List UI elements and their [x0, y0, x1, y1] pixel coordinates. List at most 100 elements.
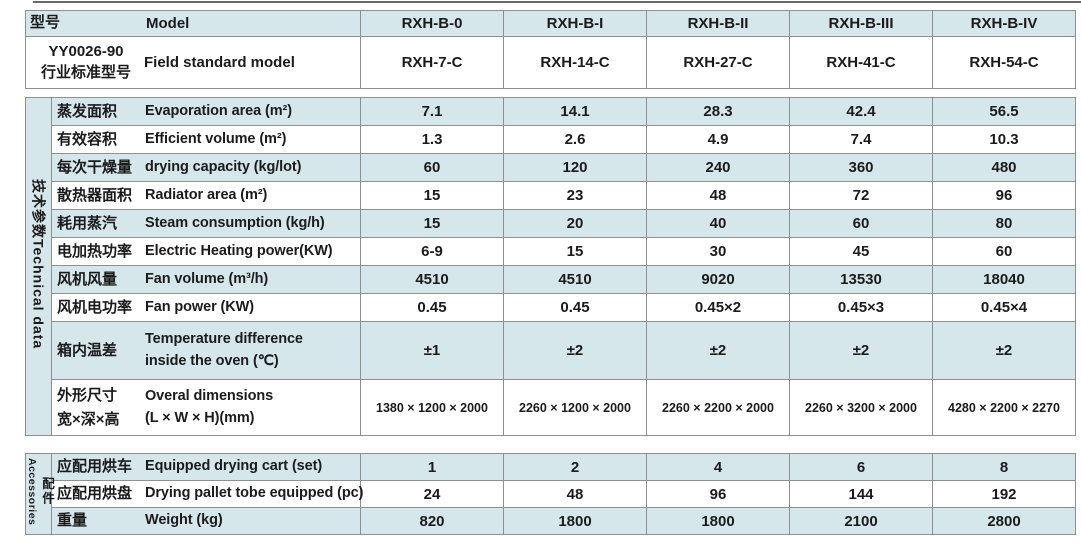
row-label-cn: 散热器面积 [57, 186, 133, 204]
row-label-cn: 重量 [57, 512, 88, 530]
value-cell: 15 [503, 237, 647, 266]
value-cell: 0.45×3 [789, 293, 933, 322]
value-cell: 60 [789, 209, 933, 238]
row-label-en: Equipped drying cart (set) [145, 458, 323, 475]
value-cell: 13530 [789, 265, 933, 294]
value-cell: 60 [360, 153, 504, 182]
row-label-en: Drying pallet tobe equipped (pc) [145, 485, 364, 502]
value-cell: 240 [646, 153, 790, 182]
value-cell: 480 [932, 153, 1076, 182]
value-cell: 24 [360, 480, 504, 508]
value-cell: 40 [646, 209, 790, 238]
value-cell: 9020 [646, 265, 790, 294]
value-cell: 2.6 [503, 125, 647, 154]
accessories-group-label-en: Accessories [26, 457, 38, 526]
row-label-en: Fan volume (m³/h) [145, 270, 269, 287]
table-row: 外形尺寸 宽×深×高 Overal dimensions (L × W × H)… [25, 379, 1076, 436]
row-label-cn: 应配用烘车 [57, 458, 133, 476]
value-cell: 28.3 [646, 97, 790, 126]
row-label-en: Overal dimensions (L × W × H)(mm) [145, 387, 274, 426]
value-cell: 56.5 [932, 97, 1076, 126]
value-cell: 6 [789, 453, 933, 481]
model-row-label-cell: 型号 Model [25, 10, 361, 37]
row-label-cn: 外形尺寸 宽×深×高 [57, 387, 120, 428]
standard-row-label-cell: YY0026-90 行业标准型号 Field standard model [25, 36, 361, 89]
row-label-en: Electric Heating power(KW) [145, 242, 333, 259]
table-row: 风机风量 Fan volume (m³/h) 4510 4510 9020 13… [25, 265, 1076, 294]
row-label-en: Evaporation area (m²) [145, 102, 292, 119]
row-label-cn: 风机电功率 [57, 298, 133, 316]
value-cell: 0.45×4 [932, 293, 1076, 322]
table-row: 散热器面积 Radiator area (m²) 15 23 48 72 96 [25, 181, 1076, 210]
table-row: 有效容积 Efficient volume (m²) 1.3 2.6 4.9 7… [25, 125, 1076, 154]
value-cell: 7.4 [789, 125, 933, 154]
value-cell: 192 [932, 480, 1076, 508]
table-row: 每次干燥量 drying capacity (kg/lot) 60 120 24… [25, 153, 1076, 182]
row-label-cn: 耗用蒸汽 [57, 214, 118, 232]
value-cell: 2100 [789, 507, 933, 535]
value-cell: 4.9 [646, 125, 790, 154]
standard-label-cn: YY0026-90 行业标准型号 [40, 43, 131, 81]
value-cell: 1.3 [360, 125, 504, 154]
accessories-group-strip: Accessories 配件 [25, 453, 54, 535]
model-label-en: Model [146, 15, 190, 32]
row-label-en: Fan power (KW) [145, 298, 254, 315]
row-label-cell: 风机电功率 Fan power (KW) [51, 293, 361, 322]
model-value: RXH-B-IV [932, 10, 1076, 37]
value-cell: 15 [360, 181, 504, 210]
value-cell: 48 [503, 480, 647, 508]
row-label-cell: 每次干燥量 drying capacity (kg/lot) [51, 153, 361, 182]
value-cell: 1800 [646, 507, 790, 535]
value-cell: 30 [646, 237, 790, 266]
model-value: RXH-B-I [503, 10, 647, 37]
value-cell: 7.1 [360, 97, 504, 126]
value-cell: ±2 [789, 321, 933, 380]
value-cell: 60 [932, 237, 1076, 266]
row-label-cell: 应配用烘盘 Drying pallet tobe equipped (pc) [51, 480, 364, 508]
value-cell: 2260 × 2200 × 2000 [646, 379, 790, 436]
value-cell: 15 [360, 209, 504, 238]
technical-data-table: 技术参数Technical data 蒸发面积 Evaporation area… [25, 97, 1076, 436]
table-row: 风机电功率 Fan power (KW) 0.45 0.45 0.45×2 0.… [25, 293, 1076, 322]
model-header-table: 型号 Model RXH-B-0 RXH-B-I RXH-B-II RXH-B-… [25, 10, 1076, 89]
value-cell: 23 [503, 181, 647, 210]
row-label-cn: 风机风量 [57, 270, 118, 288]
standard-model-value: RXH-14-C [503, 36, 647, 89]
value-cell: 14.1 [503, 97, 647, 126]
value-cell: 2260 × 3200 × 2000 [789, 379, 933, 436]
field-standard-row: YY0026-90 行业标准型号 Field standard model RX… [25, 36, 1076, 89]
standard-model-value: RXH-41-C [789, 36, 933, 89]
table-row: 应配用烘盘 Drying pallet tobe equipped (pc) 2… [25, 480, 1076, 508]
row-label-cell: 电加热功率 Electric Heating power(KW) [51, 237, 361, 266]
technical-group-label: 技术参数Technical data [29, 179, 49, 349]
table-row: Accessories 配件 应配用烘车 Equipped drying car… [25, 453, 1076, 535]
value-cell: 4280 × 2200 × 2270 [932, 379, 1076, 436]
row-label-cell: 耗用蒸汽 Steam consumption (kg/h) [51, 209, 361, 238]
value-cell: 0.45×2 [646, 293, 790, 322]
row-label-cell: 风机风量 Fan volume (m³/h) [51, 265, 361, 294]
row-label-cn: 电加热功率 [57, 242, 133, 260]
row-label-cell: 散热器面积 Radiator area (m²) [51, 181, 361, 210]
row-label-cell: 外形尺寸 宽×深×高 Overal dimensions (L × W × H)… [51, 379, 361, 436]
row-label-en: Radiator area (m²) [145, 186, 268, 203]
row-label-cell: 重量 Weight (kg) [51, 507, 361, 535]
table-row: 电加热功率 Electric Heating power(KW) 6-9 15 … [25, 237, 1076, 266]
value-cell: ±1 [360, 321, 504, 380]
row-label-en: drying capacity (kg/lot) [145, 158, 302, 175]
accessories-group-label-cn: 配件 [40, 476, 54, 506]
value-cell: 20 [503, 209, 647, 238]
value-cell: 18040 [932, 265, 1076, 294]
value-cell: 1380 × 1200 × 2000 [360, 379, 504, 436]
standard-model-value: RXH-27-C [646, 36, 790, 89]
table-row: 箱内温差 Temperature difference inside the o… [25, 321, 1076, 380]
model-value: RXH-B-II [646, 10, 790, 37]
standard-label-en: Field standard model [144, 54, 295, 71]
value-cell: 80 [932, 209, 1076, 238]
row-label-en: Efficient volume (m²) [145, 130, 287, 147]
value-cell: 360 [789, 153, 933, 182]
row-label-en: Steam consumption (kg/h) [145, 214, 325, 231]
value-cell: 42.4 [789, 97, 933, 126]
model-row: 型号 Model RXH-B-0 RXH-B-I RXH-B-II RXH-B-… [25, 10, 1076, 37]
value-cell: 6-9 [360, 237, 504, 266]
